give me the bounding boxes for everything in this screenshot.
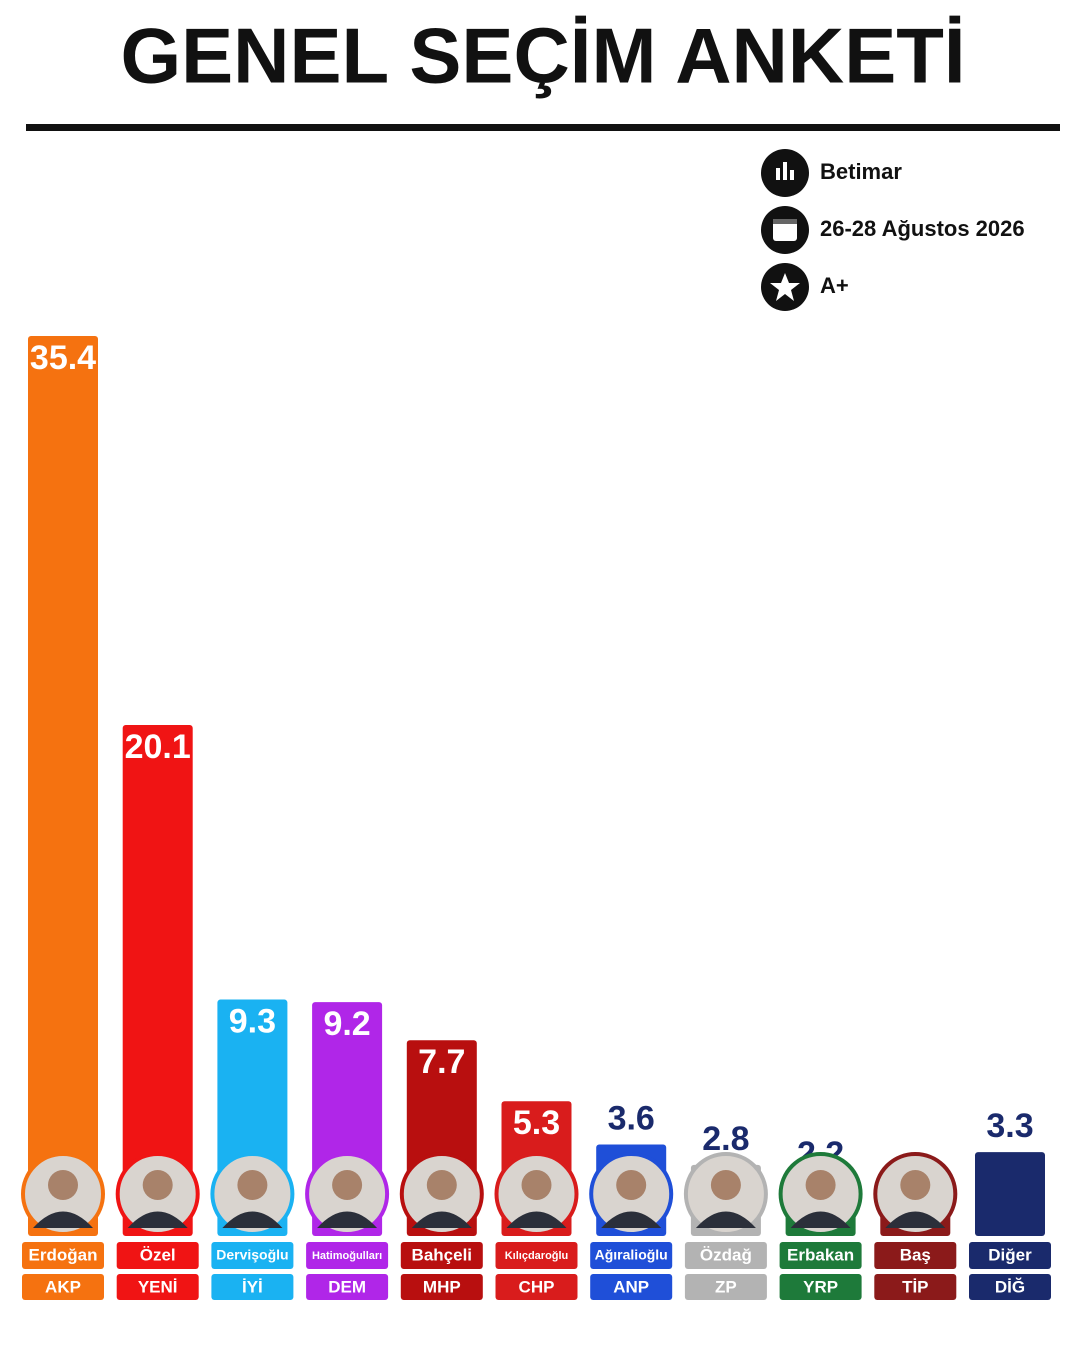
party-box: [116, 1274, 199, 1300]
bar: [28, 336, 98, 1236]
name-box: [116, 1242, 199, 1269]
date: 26-28 Ağustos 2026: [820, 216, 1025, 241]
party-label: TİP: [902, 1277, 928, 1296]
icon-part: [773, 219, 797, 241]
party-label: DİĞ: [995, 1277, 1025, 1296]
name-box: [495, 1242, 578, 1269]
party-box: [684, 1274, 767, 1300]
party-box: [22, 1274, 104, 1300]
value-label: 9.3: [229, 1003, 276, 1041]
photo-body: [33, 1211, 93, 1228]
photo-body: [601, 1211, 662, 1228]
x-tick-label: Baş: [900, 1245, 931, 1264]
party-label: DEM: [328, 1277, 366, 1296]
party-label: ZP: [715, 1277, 737, 1296]
party-box: [400, 1274, 483, 1300]
party-box: [211, 1274, 294, 1300]
photo-body: [790, 1211, 851, 1228]
x-tick-label: Diğer: [988, 1245, 1032, 1264]
name-box: [874, 1242, 957, 1269]
icon-part: [773, 219, 797, 224]
x-tick-label: Özdağ: [700, 1245, 752, 1264]
party-box: [779, 1274, 862, 1300]
party-label: YENİ: [138, 1277, 178, 1296]
icon-part: [770, 273, 800, 301]
value-label: 7.7: [418, 1043, 465, 1081]
x-tick-label: Erbakan: [787, 1245, 854, 1264]
x-tick-label: Ağıralioğlu: [595, 1247, 668, 1263]
photo-head: [805, 1170, 836, 1200]
photo-body: [695, 1211, 756, 1228]
photo-head: [616, 1170, 647, 1200]
icon-part: [776, 168, 780, 180]
value-label: 35.4: [30, 339, 96, 377]
name-box: [779, 1242, 862, 1269]
photo-head: [710, 1170, 741, 1200]
photo-head: [332, 1170, 363, 1200]
photo-head: [237, 1170, 268, 1200]
party-label: MHP: [423, 1277, 461, 1296]
photo-head: [521, 1170, 552, 1200]
photo-body: [127, 1211, 188, 1228]
x-tick-label: Bahçeli: [412, 1245, 472, 1264]
info-icons: [761, 149, 809, 311]
x-tick-label: Erdoğan: [29, 1245, 98, 1264]
name-box: [684, 1242, 767, 1269]
party-box: [495, 1274, 578, 1300]
photo-body: [317, 1211, 378, 1228]
bar: [975, 1152, 1045, 1236]
name-box: [306, 1242, 389, 1269]
photo-head: [426, 1170, 457, 1200]
x-tick-label: Hatimoğulları: [312, 1250, 382, 1262]
photo-body: [411, 1211, 472, 1228]
value-label: 3.3: [986, 1107, 1033, 1145]
x-tick-label: Dervişoğlu: [216, 1247, 288, 1263]
party-box: [874, 1274, 957, 1300]
party-label: ANP: [613, 1277, 649, 1296]
photo-head: [900, 1170, 931, 1200]
title-rule: [26, 124, 1060, 131]
party-label: AKP: [45, 1277, 81, 1296]
icon-part: [790, 170, 794, 180]
name-box: [22, 1242, 104, 1269]
photo-body: [506, 1211, 567, 1228]
party-box: [306, 1274, 389, 1300]
party-label: İYİ: [242, 1277, 263, 1296]
source: Betimar: [820, 159, 902, 184]
value-label: 3.6: [608, 1099, 655, 1137]
photo-body: [222, 1211, 283, 1228]
party-label: CHP: [519, 1277, 555, 1296]
x-tick-label: Kılıçdaroğlu: [505, 1250, 569, 1262]
chart-title: GENEL SEÇİM ANKETİ: [120, 12, 965, 100]
name-box: [400, 1242, 483, 1269]
photo-head: [142, 1170, 173, 1200]
value-label: 2.8: [702, 1120, 749, 1158]
party-box: [590, 1274, 673, 1300]
bar: [122, 724, 193, 1236]
party-label: YRP: [803, 1277, 838, 1296]
name-box: [211, 1242, 294, 1269]
photo-body: [885, 1211, 946, 1228]
photo-head: [48, 1170, 78, 1200]
name-box: [590, 1242, 673, 1269]
value-label: 9.2: [323, 1005, 370, 1043]
icon-part: [783, 162, 787, 180]
name-box: [969, 1242, 1051, 1269]
value-label: 20.1: [125, 728, 191, 766]
value-label: 5.3: [513, 1104, 560, 1142]
rating: A+: [820, 273, 849, 298]
party-box: [969, 1274, 1051, 1300]
x-tick-label: Özel: [140, 1245, 176, 1264]
